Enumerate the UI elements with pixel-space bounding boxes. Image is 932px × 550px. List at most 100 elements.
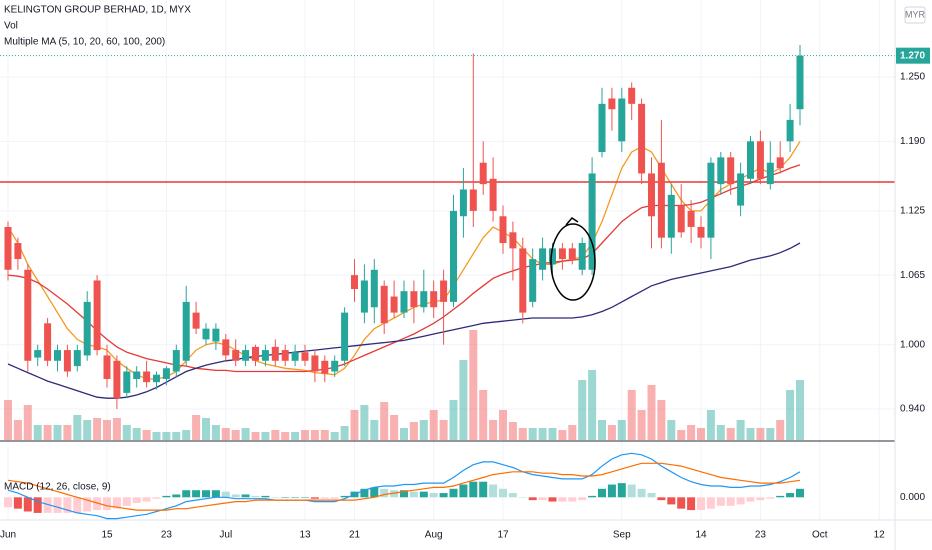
y-tick-label: 1.000 — [900, 339, 925, 350]
candle-body — [202, 328, 210, 340]
volume-bar — [122, 425, 131, 440]
candle-body — [707, 162, 715, 238]
candle-body — [747, 141, 754, 179]
macd-histogram — [271, 497, 280, 498]
candle-body — [172, 350, 180, 372]
candle-body — [321, 360, 329, 374]
volume-bar — [598, 420, 606, 440]
macd-histogram — [439, 493, 448, 498]
grid — [0, 0, 895, 520]
candle-body — [400, 291, 408, 313]
volume-bar — [370, 420, 379, 440]
macd-histogram — [459, 484, 468, 498]
volume-bar — [380, 402, 389, 440]
macd-line — [7, 452, 801, 520]
macd-histogram — [202, 490, 210, 498]
candle-body — [14, 243, 22, 260]
x-tick-label: 14 — [695, 530, 707, 541]
candle-body — [519, 248, 527, 313]
candle-body — [648, 173, 655, 217]
volume-bar — [489, 420, 498, 440]
volume-bar — [776, 420, 785, 440]
volume-bar — [479, 390, 488, 440]
macd-histogram — [291, 497, 300, 498]
candle-body — [727, 157, 735, 185]
macd-histogram — [281, 497, 290, 498]
candle-body — [796, 55, 804, 110]
candle-body — [252, 346, 259, 361]
volume-bar — [518, 428, 527, 440]
macd-histogram — [33, 497, 42, 513]
volume-bar — [73, 415, 82, 440]
volume-bar — [578, 380, 587, 440]
y-tick-label: 1.125 — [900, 206, 925, 217]
volume-bar — [558, 430, 567, 440]
volume-bar — [697, 428, 705, 440]
x-tick-label: Oct — [812, 530, 828, 541]
last-price-box — [896, 47, 930, 64]
x-tick-label: Jun — [0, 530, 16, 541]
volume-bar — [241, 428, 250, 440]
x-tick-label: 17 — [497, 530, 509, 541]
volume-bar — [746, 428, 755, 440]
chart-title: KELINGTON GROUP BERHAD, 1D, MYX — [4, 5, 191, 16]
volume-bar — [419, 420, 428, 440]
candle-body — [499, 216, 507, 244]
x-tick-label: 21 — [349, 530, 361, 541]
volume-bar — [677, 430, 686, 440]
macd-histogram — [370, 487, 379, 498]
candle-body — [83, 301, 91, 356]
candle-body — [717, 157, 725, 185]
macd-histogram — [687, 497, 696, 511]
macd-histogram — [103, 497, 111, 511]
candle-body — [44, 323, 52, 361]
volume-bar — [786, 390, 795, 440]
candle-body — [568, 248, 576, 260]
volume-bar — [231, 430, 240, 440]
macd-histogram — [667, 497, 676, 505]
volume-bar — [261, 432, 270, 440]
macd-histogram — [716, 497, 725, 506]
volume-bar — [103, 420, 111, 440]
candle-body — [459, 189, 467, 217]
volume-bar — [548, 428, 557, 440]
candle-body — [133, 371, 141, 379]
candle-body — [697, 226, 705, 238]
signal-line — [7, 462, 801, 511]
macd-histogram — [301, 497, 309, 498]
candle-body — [390, 296, 398, 313]
volume-bar — [330, 432, 339, 440]
macd-histogram — [83, 497, 92, 512]
macd-histogram — [63, 497, 72, 513]
x-tick-label: 12 — [874, 530, 886, 541]
macd-histogram — [746, 497, 755, 502]
currency-box[interactable] — [904, 6, 926, 24]
volume-bar — [409, 422, 418, 440]
macd-histogram — [479, 481, 488, 498]
candle-body — [4, 226, 12, 270]
macd-histogram — [4, 497, 12, 508]
macd-histogram — [400, 490, 408, 498]
volume-bar — [301, 430, 309, 440]
macd-histogram — [409, 491, 418, 498]
macd-histogram — [568, 497, 577, 502]
candle-body — [103, 355, 111, 379]
volume-bar — [281, 432, 290, 440]
candle-body — [440, 280, 448, 302]
volume-bar — [320, 430, 329, 440]
macd-histogram — [607, 484, 616, 498]
macd-histogram — [588, 495, 597, 498]
macd-histogram — [538, 497, 547, 501]
last-price-label: 1.270 — [900, 50, 925, 61]
candle-body — [351, 275, 358, 290]
volume-bar — [716, 425, 725, 440]
candle-body — [450, 210, 457, 302]
macd-histogram — [162, 495, 171, 498]
volume-bar — [172, 432, 181, 440]
candle-body — [737, 173, 745, 206]
macd-histogram — [578, 497, 587, 501]
macd-histogram — [657, 497, 666, 501]
volume-bar — [310, 430, 319, 440]
macd-histogram — [231, 494, 240, 498]
indicator-label: Vol — [4, 21, 18, 32]
